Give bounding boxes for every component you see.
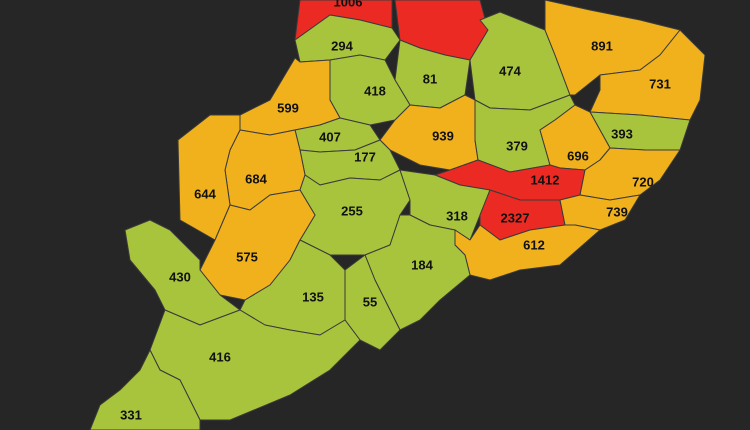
district-label: 407 bbox=[319, 129, 341, 144]
district-label: 612 bbox=[523, 237, 545, 252]
district-label: 939 bbox=[432, 128, 454, 143]
district-label: 55 bbox=[363, 294, 377, 309]
district-label: 891 bbox=[591, 38, 613, 53]
district-label: 418 bbox=[364, 83, 386, 98]
district-label: 379 bbox=[506, 138, 528, 153]
district-label: 720 bbox=[632, 174, 654, 189]
district-label: 393 bbox=[611, 126, 633, 141]
district bbox=[124, 219, 241, 326]
district-label: 1006 bbox=[334, 0, 363, 9]
district-label: 135 bbox=[302, 289, 324, 304]
district-label: 294 bbox=[331, 38, 353, 53]
district-label: 474 bbox=[499, 63, 521, 78]
district bbox=[579, 147, 681, 201]
district bbox=[89, 349, 201, 430]
district-label: 599 bbox=[277, 100, 299, 115]
district-label: 318 bbox=[446, 208, 468, 223]
district-label: 684 bbox=[245, 171, 267, 186]
district-label: 331 bbox=[120, 407, 142, 422]
district-label: 416 bbox=[209, 349, 231, 364]
district-label: 2327 bbox=[501, 210, 530, 225]
district bbox=[177, 114, 241, 241]
district bbox=[379, 94, 479, 171]
district-label: 696 bbox=[567, 148, 589, 163]
district-label: 255 bbox=[341, 203, 363, 218]
district-label: 575 bbox=[236, 249, 258, 264]
district-label: 81 bbox=[423, 71, 437, 86]
district-label: 430 bbox=[169, 269, 191, 284]
district-label: 644 bbox=[194, 186, 216, 201]
district-label: 184 bbox=[411, 257, 433, 272]
district-label: 739 bbox=[606, 204, 628, 219]
district-label: 1412 bbox=[531, 172, 560, 187]
district-label: 731 bbox=[649, 76, 671, 91]
district-label: 177 bbox=[354, 149, 376, 164]
